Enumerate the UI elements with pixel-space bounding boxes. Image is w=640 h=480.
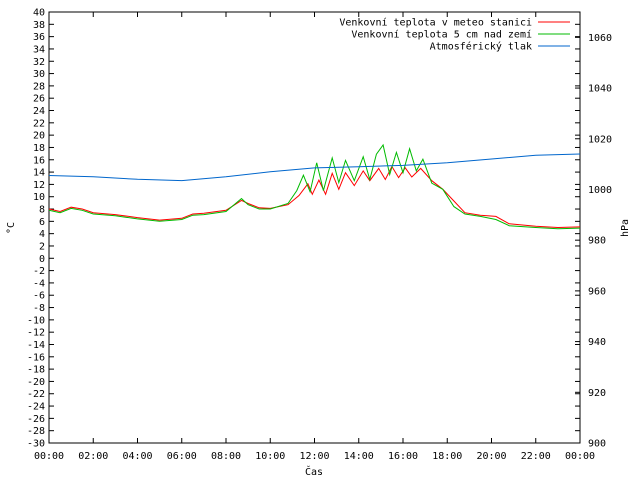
left-tick-label: -24 [27,402,45,413]
series-line-0 [48,165,581,229]
right-tick-label: 940 [588,337,606,348]
left-tick-label: -4 [33,278,45,289]
left-tick-label: 28 [33,81,45,92]
left-tick-label: 12 [33,180,45,191]
left-tick-label: 32 [33,57,45,68]
right-tick-label: 920 [588,388,606,399]
x-tick-label: 08:00 [211,451,241,462]
legend-label: Venkovní teplota v meteo stanici [339,17,532,29]
x-tick-label: 12:00 [299,451,329,462]
left-tick-label: -12 [27,328,45,339]
left-tick-label: 34 [33,44,45,55]
left-tick-label: 40 [33,8,45,19]
left-tick-label: 10 [33,192,45,203]
x-tick-label: 18:00 [432,451,462,462]
x-tick-label: 00:00 [34,451,64,462]
left-tick-label: 2 [39,241,45,252]
left-tick-label: 8 [39,205,45,216]
series-lines [48,143,581,230]
x-tick-label: 10:00 [255,451,285,462]
series-line-2 [48,153,581,182]
left-tick-label: -18 [27,365,45,376]
left-tick-label: 14 [33,168,45,179]
left-tick-label: -26 [27,414,45,425]
right-tick-label: 1060 [588,33,612,44]
y-axis-label-left: °C [6,222,17,234]
x-axis-label: Čas [305,465,323,478]
x-tick-label: 20:00 [476,451,506,462]
legend: Venkovní teplota v meteo staniciVenkovní… [339,17,570,53]
x-tick-label: 06:00 [167,451,197,462]
x-tick-label: 02:00 [78,451,108,462]
left-tick-label: 30 [33,69,45,80]
left-tick-label: -2 [33,266,45,277]
right-tick-label: 900 [588,439,606,450]
left-tick-label: 24 [33,106,45,117]
plot-frame [48,11,581,444]
left-tick-label: 18 [33,143,45,154]
right-tick-label: 1020 [588,134,612,145]
x-axis: 00:00 02:00 04:00 06:00 08:00 10:00 12:00 14:00… [34,12,595,462]
left-tick-label: -28 [27,426,45,437]
right-tick-label: 960 [588,286,606,297]
left-tick-label: -20 [27,377,45,388]
left-tick-label: 6 [39,217,45,228]
right-axis: 1060 1040 1020 1000 980 960 940 920 900 [575,33,612,450]
left-tick-label: -8 [33,303,45,314]
left-tick-label: 38 [33,20,45,31]
y-axis-label-right: hPa [620,219,631,237]
left-tick-label: -10 [27,315,45,326]
left-tick-label: -30 [27,439,45,450]
left-tick-label: 16 [33,155,45,166]
right-tick-label: 1040 [588,84,612,95]
left-tick-label: 0 [39,254,45,265]
left-tick-label: 26 [33,94,45,105]
left-tick-label: 22 [33,118,45,129]
left-tick-label: -22 [27,389,45,400]
left-tick-label: -16 [27,352,45,363]
right-tick-label: 980 [588,236,606,247]
series-line-1 [48,143,581,230]
left-tick-label: 36 [33,32,45,43]
left-tick-label: 4 [39,229,45,240]
left-axis: 4038363432302826242220181614121086420-2-… [27,8,580,450]
right-tick-label: 1000 [588,185,612,196]
x-tick-label: 04:00 [122,451,152,462]
left-tick-label: -6 [33,291,45,302]
x-tick-label: 00:00 [565,451,595,462]
left-tick-label: 20 [33,131,45,142]
legend-label: Venkovní teplota 5 cm nad zemí [351,29,532,41]
legend-label: Atmosférický tlak [430,41,532,53]
x-tick-label: 14:00 [344,451,374,462]
left-tick-label: -14 [27,340,45,351]
x-tick-label: 22:00 [521,451,551,462]
x-tick-label: 16:00 [388,451,418,462]
